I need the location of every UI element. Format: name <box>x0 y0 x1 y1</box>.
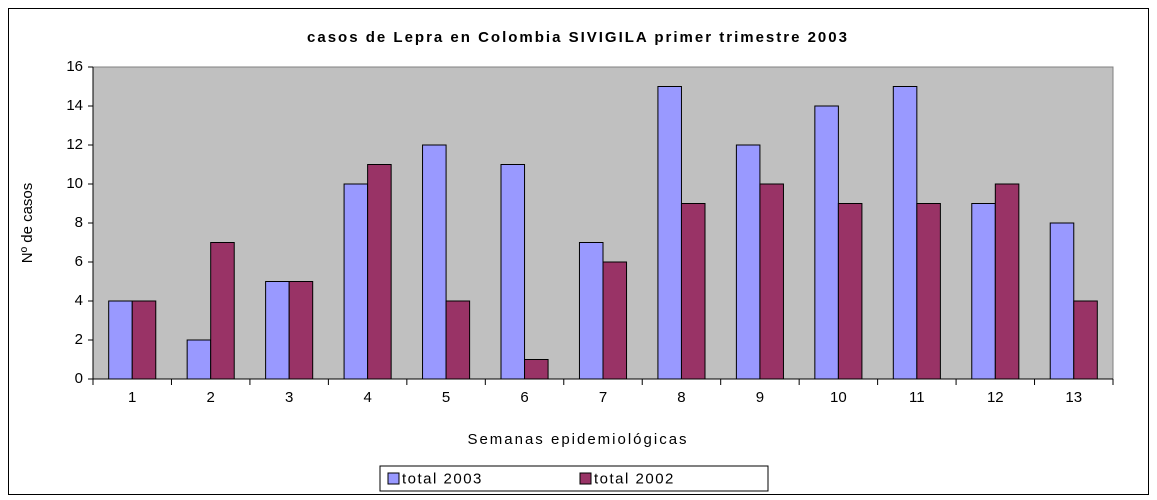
x-tick-label: 5 <box>442 389 450 406</box>
legend-swatch <box>387 472 400 485</box>
bar <box>916 203 941 380</box>
legend-swatch <box>579 472 592 485</box>
y-tick-label: 4 <box>75 292 83 309</box>
x-axis-title: Semanas epidemiológicas <box>467 431 688 448</box>
bar <box>108 300 133 380</box>
bar <box>422 144 447 380</box>
bar <box>524 359 549 380</box>
x-tick-label: 1 <box>128 389 136 406</box>
y-tick-label: 6 <box>75 253 83 270</box>
x-tick-label: 12 <box>987 389 1004 406</box>
x-tick-label: 4 <box>363 389 371 406</box>
bar <box>994 183 1020 380</box>
y-tick-label: 2 <box>75 331 83 348</box>
bar <box>602 261 628 380</box>
bar <box>445 300 471 380</box>
bar <box>186 339 212 380</box>
bar <box>500 164 526 380</box>
y-tick-label: 8 <box>75 214 83 231</box>
bar <box>343 183 369 380</box>
x-tick-label: 2 <box>207 389 215 406</box>
bar <box>759 183 784 380</box>
x-tick-label: 11 <box>909 389 925 406</box>
bar <box>814 105 839 380</box>
chart-title: casos de Lepra en Colombia SIVIGILA prim… <box>307 29 849 46</box>
bar <box>735 144 761 380</box>
legend-label: total 2003 <box>402 470 483 487</box>
bar <box>837 203 863 380</box>
legend-label: total 2002 <box>594 470 675 487</box>
y-tick-label: 14 <box>66 97 83 114</box>
bar <box>1049 222 1075 380</box>
y-tick-label: 0 <box>75 370 83 387</box>
x-tick-label: 13 <box>1065 389 1082 406</box>
bar <box>1073 300 1098 380</box>
bar <box>367 164 392 380</box>
x-tick-label: 10 <box>830 389 847 406</box>
legend-box <box>379 465 769 492</box>
x-tick-label: 6 <box>520 389 528 406</box>
bar <box>265 281 290 380</box>
x-tick-label: 8 <box>677 389 685 406</box>
bar <box>892 86 918 380</box>
bar <box>131 300 157 380</box>
bar <box>971 203 996 380</box>
bar <box>210 242 235 380</box>
y-tick-label: 12 <box>66 136 83 153</box>
x-tick-label: 9 <box>756 389 764 406</box>
bar <box>288 281 314 380</box>
y-tick-label: 10 <box>66 175 83 192</box>
y-tick-label: 16 <box>66 58 83 75</box>
bar <box>680 203 706 380</box>
x-tick-label: 3 <box>285 389 293 406</box>
x-tick-label: 7 <box>599 389 607 406</box>
bar <box>657 86 682 380</box>
bar <box>578 242 604 380</box>
y-axis-title: Nº de casos <box>19 183 36 264</box>
